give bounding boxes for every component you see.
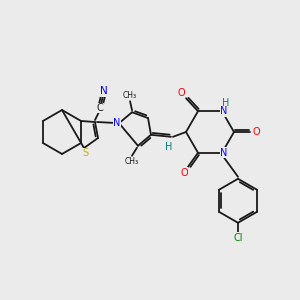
Text: CH₃: CH₃ — [123, 91, 137, 100]
Text: N: N — [220, 106, 228, 116]
Text: Cl: Cl — [233, 233, 243, 243]
Text: O: O — [252, 127, 260, 137]
Text: C: C — [97, 103, 104, 113]
Text: CH₃: CH₃ — [125, 157, 139, 166]
Text: N: N — [100, 86, 108, 96]
Text: H: H — [222, 98, 230, 108]
Text: O: O — [180, 168, 188, 178]
Text: S: S — [82, 148, 88, 158]
Text: H: H — [165, 142, 173, 152]
Text: CH₃: CH₃ — [123, 91, 137, 100]
Text: N: N — [220, 148, 228, 158]
Text: N: N — [113, 118, 121, 128]
Text: O: O — [177, 88, 185, 98]
